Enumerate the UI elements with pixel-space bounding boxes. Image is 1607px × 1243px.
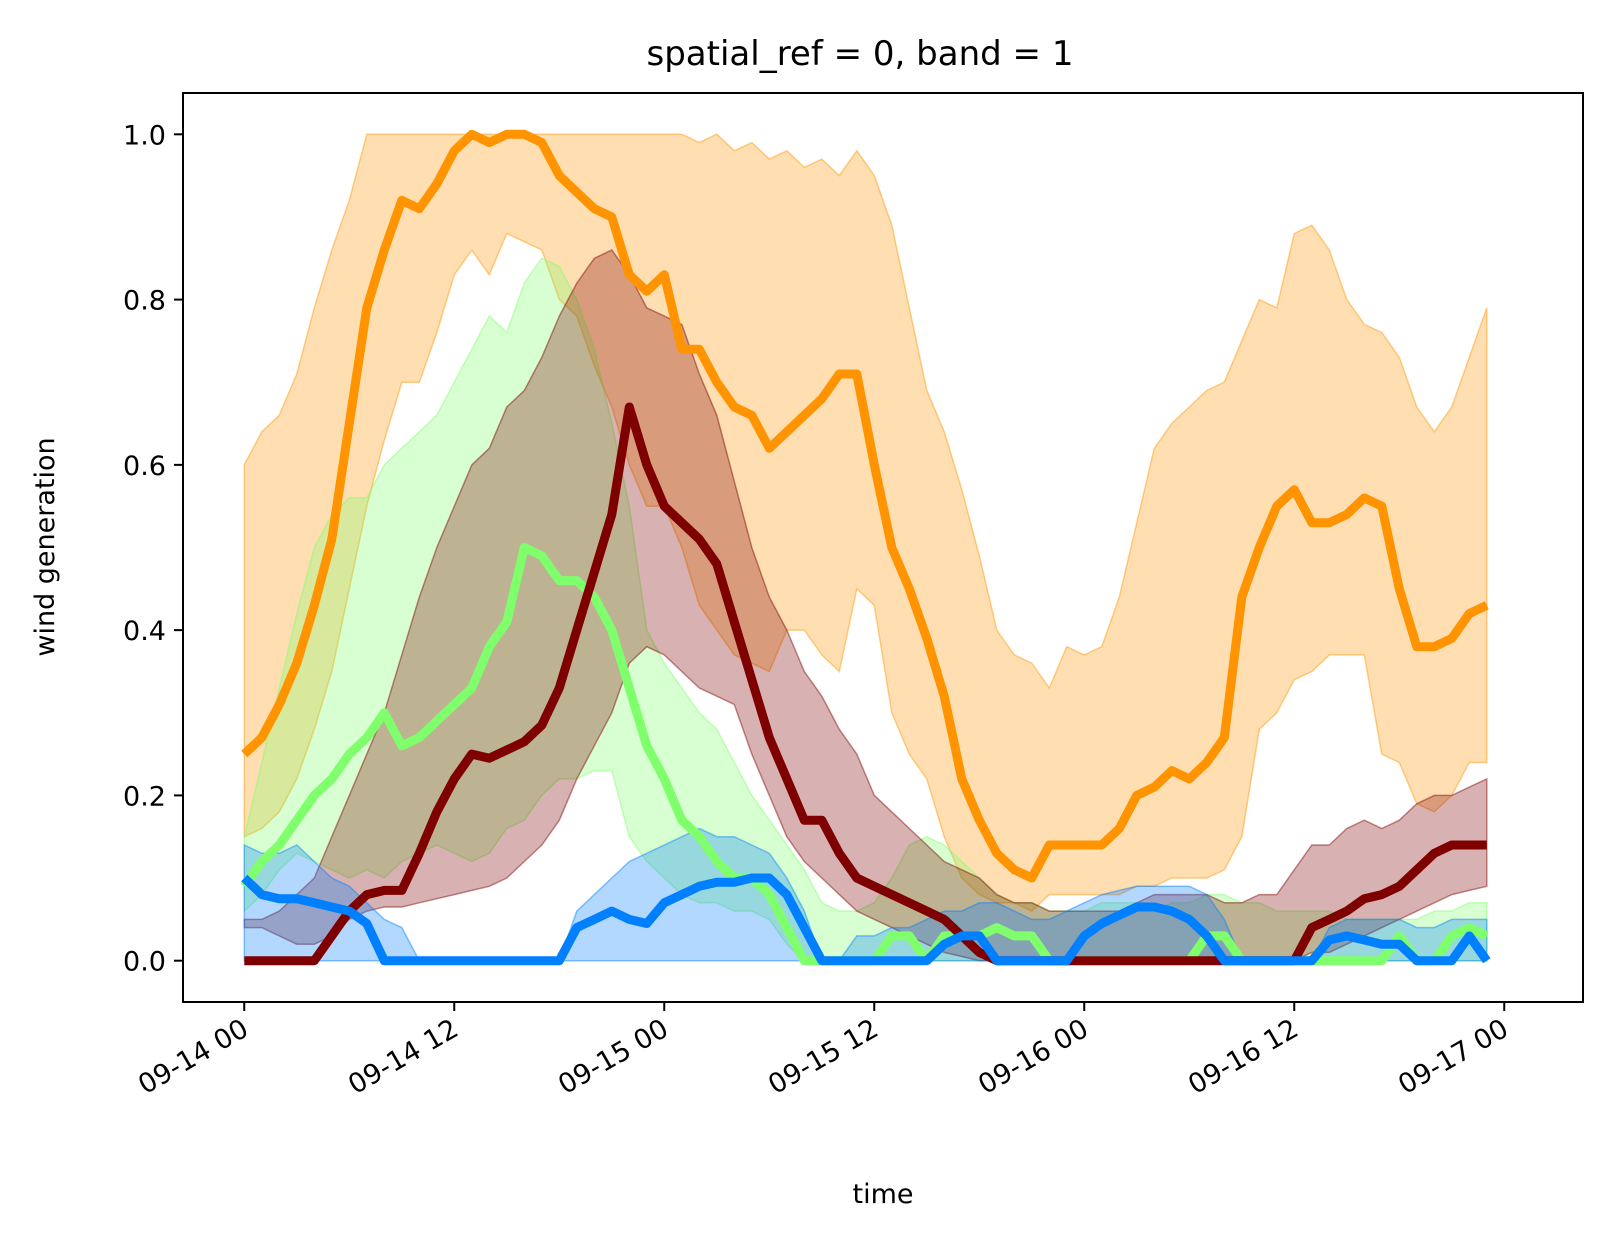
series-1-band xyxy=(243,133,1488,912)
x-tick-label: 09-17 00 xyxy=(1393,1013,1514,1101)
y-axis: 0.0 0.2 0.4 0.6 0.8 1.0 xyxy=(123,120,183,978)
x-axis: 09-14 00 09-14 12 09-15 00 09-15 12 09-16 00… xyxy=(133,1002,1514,1101)
x-tick-label: 09-14 00 xyxy=(133,1013,254,1101)
series-4-line xyxy=(241,873,1491,966)
y-tick-label: 0.2 xyxy=(123,781,166,812)
series-3-band xyxy=(243,249,1488,962)
plot-area-frame xyxy=(182,92,1584,1003)
y-tick-label: 0.4 xyxy=(123,616,166,647)
series-1-line xyxy=(241,129,1489,883)
x-tick-label: 09-15 00 xyxy=(553,1013,674,1101)
y-tick-label: 1.0 xyxy=(123,120,166,151)
y-tick-label: 0.0 xyxy=(123,947,166,978)
x-tick-label: 09-15 12 xyxy=(763,1013,884,1101)
x-tick-label: 09-16 00 xyxy=(973,1013,1094,1101)
series-lines xyxy=(240,129,1491,966)
x-tick-label: 09-16 12 xyxy=(1183,1013,1304,1101)
y-tick-label: 0.6 xyxy=(123,451,166,482)
y-tick-label: 0.8 xyxy=(123,286,166,317)
y-axis-label: wind generation xyxy=(30,437,61,656)
x-tick-label: 09-14 12 xyxy=(343,1013,464,1101)
x-axis-label: time xyxy=(852,1179,913,1210)
chart-title: spatial_ref = 0, band = 1 xyxy=(647,34,1074,74)
